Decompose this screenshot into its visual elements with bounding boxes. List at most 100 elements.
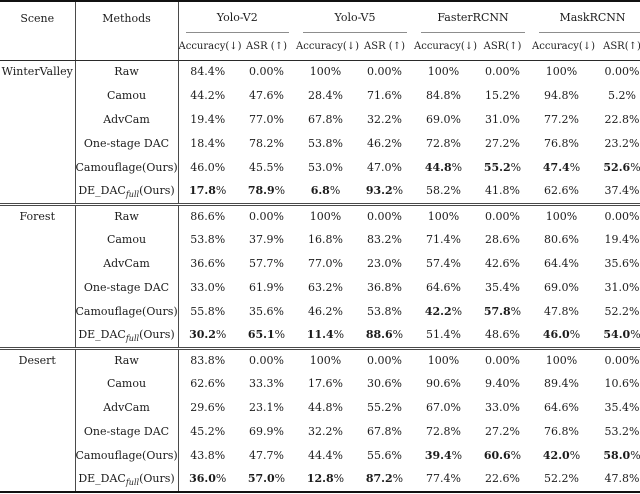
value-cell: 47.8% bbox=[604, 472, 640, 486]
value-cell: 42.6% bbox=[485, 256, 520, 270]
value-cell: 53.8% bbox=[367, 304, 402, 318]
table-row: One-stage DAC 18.4% 78.2% 53.8% 46.2% 72.8% 27… bbox=[0, 132, 640, 156]
table-row: Camou 53.8% 37.9% 16.8% 83.2% 71.4% 28.6% 80.6%… bbox=[0, 228, 640, 252]
value-cell: 39.4% bbox=[424, 448, 463, 462]
table-body: WinterValley Raw 84.4% 0.00% 100% 0.00% 100% 0.… bbox=[0, 60, 640, 492]
scene-spacer bbox=[0, 252, 76, 276]
scene-spacer bbox=[0, 276, 76, 300]
col-header-scene: Scene bbox=[0, 1, 76, 61]
value-cell: 84.8% bbox=[426, 88, 461, 102]
value-cell: 100% bbox=[414, 346, 473, 372]
table-row: AdvCam 19.4% 77.0% 67.8% 32.2% 69.0% 31.0% 77.2… bbox=[0, 108, 640, 132]
scene-spacer bbox=[0, 324, 76, 348]
value-cell: 94.8% bbox=[544, 88, 579, 102]
value-cell: 67.8% bbox=[367, 424, 402, 438]
method-label: DE_DACfull(Ours) bbox=[75, 468, 179, 492]
method-label: Camouflage(Ours) bbox=[75, 156, 179, 180]
value-cell: 36.0% bbox=[189, 472, 227, 486]
value-cell: 55.6% bbox=[367, 448, 402, 462]
value-cell: 55.8% bbox=[190, 304, 226, 318]
value-cell: 71.4% bbox=[426, 232, 461, 246]
scene-spacer bbox=[0, 372, 76, 396]
value-cell: 52.2% bbox=[604, 304, 640, 318]
value-cell: 45.2% bbox=[190, 424, 226, 438]
method-label: DE_DACfull(Ours) bbox=[75, 324, 179, 348]
value-cell: 78.2% bbox=[249, 136, 284, 150]
value-cell: 42.0% bbox=[542, 448, 581, 462]
sub-header-asr: ASR (↑) bbox=[355, 34, 414, 61]
value-cell: 0.00% bbox=[485, 65, 520, 79]
value-cell: 77.0% bbox=[308, 256, 343, 270]
value-cell: 35.4% bbox=[604, 400, 640, 414]
value-cell: 33.0% bbox=[190, 280, 226, 294]
value-cell: 44.2% bbox=[190, 88, 226, 102]
value-cell: 100% bbox=[532, 202, 592, 228]
scene-label: Forest bbox=[0, 202, 76, 228]
value-cell: 31.0% bbox=[485, 112, 520, 126]
value-cell: 78.9% bbox=[247, 184, 286, 198]
value-cell: 64.6% bbox=[426, 280, 461, 294]
table-row: Forest Raw 86.6% 0.00% 100% 0.00% 100% 0.00% 100… bbox=[0, 202, 640, 228]
value-cell: 57.7% bbox=[249, 256, 284, 270]
value-cell: 86.6% bbox=[178, 202, 237, 228]
value-cell: 0.00% bbox=[367, 65, 402, 79]
table-row: AdvCam 36.6% 57.7% 77.0% 23.0% 57.4% 42.6% 64.4… bbox=[0, 252, 640, 276]
value-cell: 61.9% bbox=[249, 280, 284, 294]
table-row: DE_DACfull(Ours) 36.0% 57.0% 12.8% 87.2% 77.4… bbox=[0, 468, 640, 492]
value-cell: 0.00% bbox=[237, 202, 296, 228]
value-cell: 5.2% bbox=[608, 88, 636, 102]
value-cell: 46.2% bbox=[367, 136, 402, 150]
sub-header-asr: ASR(↑) bbox=[591, 34, 640, 61]
value-cell: 27.2% bbox=[485, 136, 520, 150]
method-label: Raw bbox=[75, 60, 179, 84]
header-row-metrics: Accuracy(↓) ASR (↑) Accuracy(↓) ASR (↑) … bbox=[0, 34, 640, 61]
method-label: AdvCam bbox=[75, 108, 179, 132]
value-cell: 28.4% bbox=[308, 88, 343, 102]
table-row: AdvCam 29.6% 23.1% 44.8% 55.2% 67.0% 33.0% 64.6… bbox=[0, 396, 640, 420]
col-header-methods: Methods bbox=[75, 1, 179, 61]
value-cell: 77.4% bbox=[426, 472, 461, 486]
value-cell: 35.6% bbox=[604, 256, 640, 270]
value-cell: 28.6% bbox=[485, 232, 520, 246]
method-label: Raw bbox=[75, 346, 179, 372]
value-cell: 71.6% bbox=[367, 88, 402, 102]
value-cell: 35.4% bbox=[485, 280, 520, 294]
scene-spacer bbox=[0, 180, 76, 204]
value-cell: 90.6% bbox=[426, 376, 461, 390]
method-label: One-stage DAC bbox=[75, 420, 179, 444]
value-cell: 16.8% bbox=[308, 232, 343, 246]
value-cell: 64.6% bbox=[544, 400, 579, 414]
method-label: Camou bbox=[75, 372, 179, 396]
scene-spacer bbox=[0, 84, 76, 108]
method-label: Camouflage(Ours) bbox=[75, 444, 179, 468]
value-cell: 72.8% bbox=[426, 424, 461, 438]
value-cell: 100% bbox=[309, 65, 342, 79]
sub-header-accuracy: Accuracy(↓) bbox=[414, 34, 477, 61]
value-cell: 47.7% bbox=[249, 448, 284, 462]
value-cell: 76.8% bbox=[544, 136, 579, 150]
value-cell: 36.8% bbox=[367, 280, 402, 294]
value-cell: 0.00% bbox=[355, 202, 414, 228]
scene-spacer bbox=[0, 300, 76, 324]
table-row: One-stage DAC 45.2% 69.9% 32.2% 67.8% 72.8% 27… bbox=[0, 420, 640, 444]
value-cell: 53.0% bbox=[308, 160, 343, 174]
scene-label: WinterValley bbox=[0, 60, 76, 84]
col-header-yolo-v5: Yolo-V5 bbox=[296, 1, 414, 34]
value-cell: 0.00% bbox=[249, 65, 284, 79]
table-row: Camouflage(Ours) 46.0% 45.5% 53.0% 47.0% 44.8… bbox=[0, 156, 640, 180]
col-header-maskrcnn: MaskRCNN bbox=[532, 1, 640, 34]
value-cell: 22.8% bbox=[604, 112, 640, 126]
value-cell: 47.6% bbox=[249, 88, 284, 102]
value-cell: 33.0% bbox=[485, 400, 520, 414]
value-cell: 80.6% bbox=[544, 232, 579, 246]
sub-header-asr: ASR (↑) bbox=[237, 34, 296, 61]
method-label: Camou bbox=[75, 228, 179, 252]
value-cell: 35.6% bbox=[249, 304, 284, 318]
value-cell: 33.3% bbox=[249, 376, 284, 390]
scene-spacer bbox=[0, 228, 76, 252]
value-cell: 87.2% bbox=[365, 472, 404, 486]
value-cell: 47.4% bbox=[542, 160, 581, 174]
value-cell: 69.0% bbox=[426, 112, 461, 126]
value-cell: 65.1% bbox=[247, 328, 286, 342]
